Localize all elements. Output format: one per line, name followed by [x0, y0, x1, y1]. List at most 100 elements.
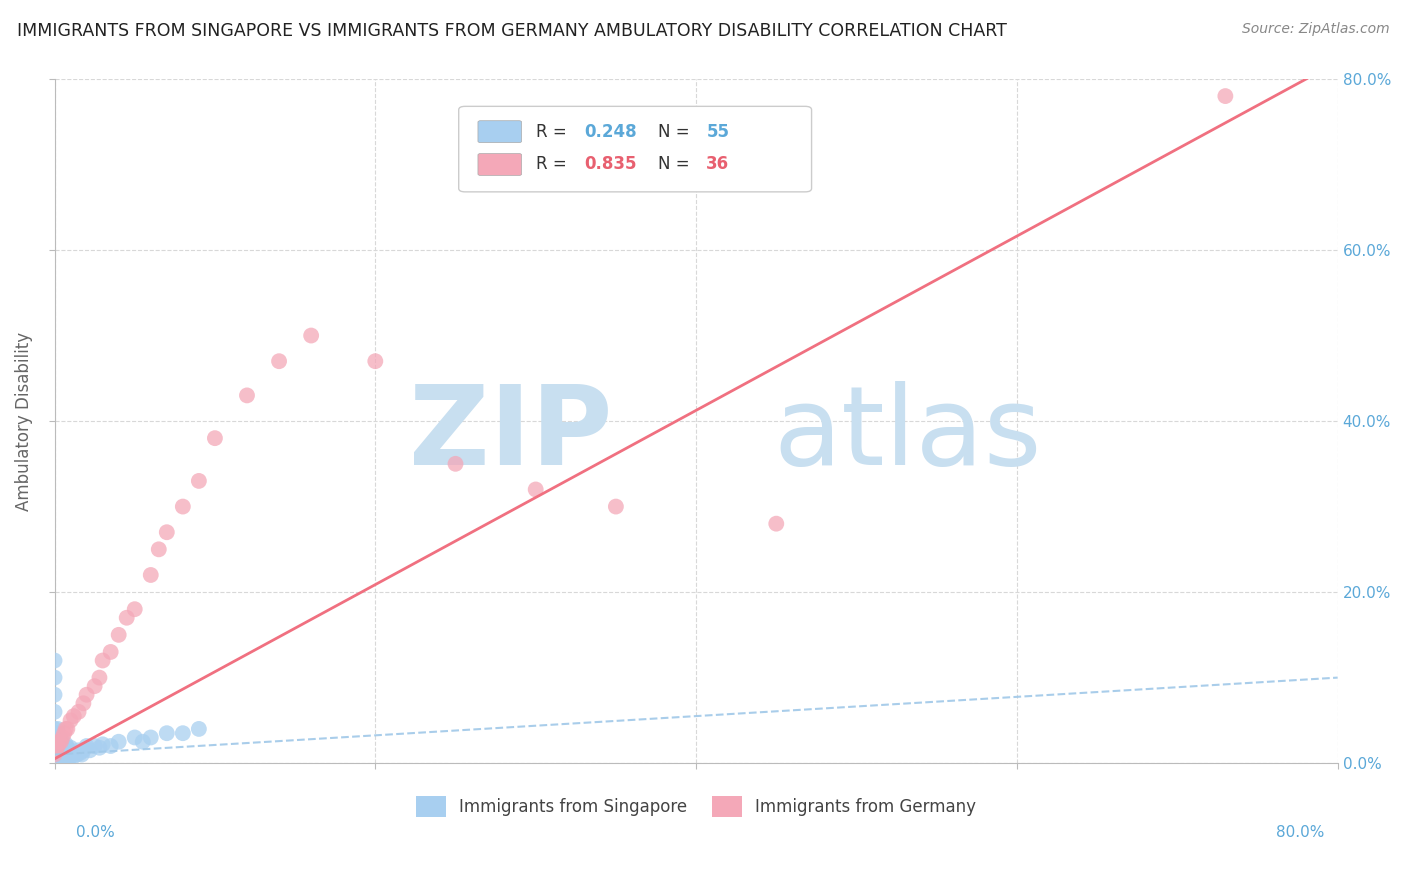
Point	[76, 688, 98, 702]
Point	[60, 747, 83, 762]
Point	[44, 705, 66, 719]
Point	[48, 735, 70, 749]
Point	[148, 542, 170, 557]
Point	[83, 739, 105, 753]
Point	[51, 752, 73, 766]
Point	[100, 739, 122, 753]
Point	[51, 737, 73, 751]
Point	[44, 688, 66, 702]
Point	[132, 735, 155, 749]
Point	[204, 431, 226, 445]
Point	[55, 746, 77, 760]
Point	[139, 568, 162, 582]
Point	[45, 735, 67, 749]
Text: IMMIGRANTS FROM SINGAPORE VS IMMIGRANTS FROM GERMANY AMBULATORY DISABILITY CORRE: IMMIGRANTS FROM SINGAPORE VS IMMIGRANTS …	[17, 22, 1007, 40]
Text: R =: R =	[536, 123, 572, 141]
Point	[107, 628, 129, 642]
Point	[62, 709, 84, 723]
Point	[56, 722, 79, 736]
Text: 0.835: 0.835	[585, 155, 637, 174]
Point	[156, 726, 179, 740]
Point	[53, 739, 76, 753]
Point	[56, 749, 79, 764]
Point	[89, 671, 111, 685]
Point	[172, 726, 194, 740]
Point	[55, 737, 77, 751]
Point	[44, 747, 66, 762]
Point	[62, 749, 84, 764]
Point	[58, 743, 80, 757]
Point	[49, 749, 72, 764]
Point	[444, 457, 467, 471]
Text: atlas: atlas	[773, 381, 1042, 488]
Point	[51, 731, 73, 745]
FancyBboxPatch shape	[478, 120, 522, 143]
Point	[55, 722, 77, 736]
Text: 0.248: 0.248	[585, 123, 637, 141]
Point	[48, 743, 70, 757]
Point	[107, 735, 129, 749]
Point	[91, 653, 114, 667]
Point	[187, 474, 209, 488]
Text: N =: N =	[658, 123, 695, 141]
Point	[55, 752, 77, 766]
Point	[524, 483, 547, 497]
Point	[49, 740, 72, 755]
Point	[49, 732, 72, 747]
Point	[364, 354, 387, 368]
Point	[187, 722, 209, 736]
Point	[67, 743, 90, 757]
Point	[44, 739, 66, 753]
Point	[156, 525, 179, 540]
Point	[76, 739, 98, 753]
Text: 0.0%: 0.0%	[76, 825, 115, 840]
Point	[267, 354, 290, 368]
Point	[765, 516, 787, 531]
Point	[48, 735, 70, 749]
Text: N =: N =	[658, 155, 695, 174]
FancyBboxPatch shape	[478, 153, 522, 176]
Point	[46, 722, 69, 736]
Point	[58, 752, 80, 766]
Point	[124, 602, 146, 616]
Point	[48, 752, 70, 766]
Legend: Immigrants from Singapore, Immigrants from Germany: Immigrants from Singapore, Immigrants fr…	[409, 789, 983, 823]
Point	[44, 653, 66, 667]
Point	[139, 731, 162, 745]
Point	[45, 743, 67, 757]
Point	[70, 747, 93, 762]
Point	[65, 746, 87, 760]
Point	[72, 696, 94, 710]
Point	[45, 752, 67, 766]
Point	[83, 679, 105, 693]
Y-axis label: Ambulatory Disability: Ambulatory Disability	[15, 332, 32, 510]
Point	[44, 671, 66, 685]
Point	[91, 737, 114, 751]
Point	[53, 726, 76, 740]
Point	[44, 722, 66, 736]
Point	[46, 739, 69, 753]
Point	[1215, 89, 1237, 103]
Point	[46, 731, 69, 745]
Text: R =: R =	[536, 155, 572, 174]
Point	[45, 743, 67, 757]
Point	[172, 500, 194, 514]
Point	[49, 735, 72, 749]
Text: 36: 36	[706, 155, 730, 174]
Point	[236, 388, 259, 402]
Point	[46, 747, 69, 762]
Point	[51, 746, 73, 760]
Point	[56, 740, 79, 755]
Text: Source: ZipAtlas.com: Source: ZipAtlas.com	[1241, 22, 1389, 37]
Point	[59, 749, 82, 764]
Point	[115, 611, 138, 625]
Point	[59, 714, 82, 728]
Point	[46, 739, 69, 753]
Point	[79, 743, 101, 757]
Point	[69, 746, 91, 760]
Point	[124, 731, 146, 745]
Point	[53, 747, 76, 762]
Point	[67, 705, 90, 719]
Point	[66, 747, 89, 762]
Point	[45, 726, 67, 740]
